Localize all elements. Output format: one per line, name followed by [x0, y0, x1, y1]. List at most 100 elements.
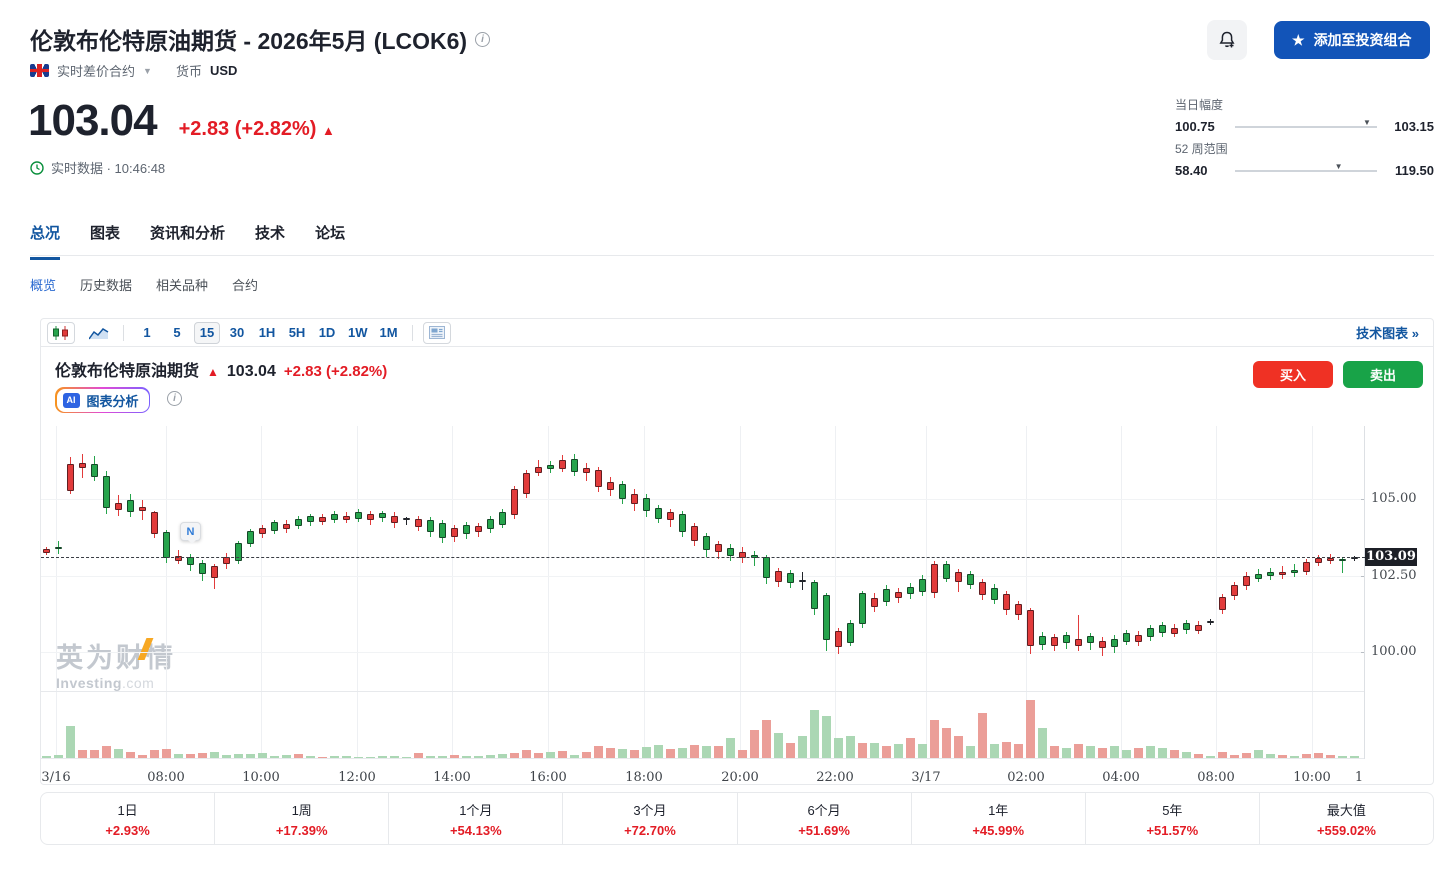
performance-cell-1周[interactable]: 1周 +17.39%	[214, 793, 388, 844]
ai-info-icon[interactable]: i	[167, 391, 182, 406]
candle-body	[1243, 575, 1250, 586]
volume-bar	[1122, 750, 1131, 758]
candle-body	[1027, 610, 1034, 647]
volume-bar	[546, 752, 555, 758]
volume-bar	[1086, 746, 1095, 758]
subtab-历史数据[interactable]: 历史数据	[80, 278, 133, 293]
performance-cell-最大值[interactable]: 最大值 +559.02%	[1258, 793, 1433, 844]
vertical-gridline	[740, 426, 741, 759]
volume-bar	[1074, 744, 1083, 758]
performance-cell-6个月[interactable]: 6个月 +51.69%	[736, 793, 911, 844]
sell-button[interactable]: 卖出	[1343, 361, 1423, 388]
volume-bar	[498, 754, 507, 758]
vertical-gridline	[644, 426, 645, 759]
daily-range-low: 100.75	[1175, 119, 1215, 134]
candlestick-chart-type-button[interactable]	[47, 321, 75, 344]
tab-资讯和分析[interactable]: 资讯和分析	[150, 225, 226, 242]
tab-论坛[interactable]: 论坛	[315, 225, 346, 242]
create-alert-button[interactable]	[1207, 20, 1247, 60]
x-axis-label: 3/16	[41, 770, 71, 785]
timeframe-1H[interactable]: 1H	[258, 325, 276, 340]
candle-body	[67, 463, 74, 492]
x-axis-label: 02:00	[1007, 770, 1045, 785]
performance-cell-1日[interactable]: 1日 +2.93%	[41, 793, 214, 844]
performance-strip: 1日 +2.93% 1周 +17.39% 1个月 +54.13% 3个月 +72.70% 6个月…	[40, 792, 1434, 845]
timeframe-5[interactable]: 5	[173, 325, 181, 340]
x-axis-label: 20:00	[721, 770, 759, 785]
vertical-gridline	[548, 426, 549, 759]
timeframe-1M[interactable]: 1M	[379, 325, 398, 340]
volume-bar	[726, 738, 735, 758]
volume-bar	[1350, 756, 1359, 758]
volume-bar	[534, 753, 543, 758]
tab-总况[interactable]: 总况	[30, 222, 61, 260]
timeframe-30[interactable]: 30	[229, 325, 245, 340]
volume-bar	[918, 744, 927, 758]
ai-chart-analysis-button[interactable]: AI 图表分析	[55, 387, 151, 413]
candle-body	[955, 571, 962, 582]
candle-body	[139, 506, 146, 511]
performance-cell-3个月[interactable]: 3个月 +72.70%	[562, 793, 736, 844]
x-axis-label: 18:00	[625, 770, 663, 785]
volume-bar	[1098, 748, 1107, 758]
volume-bar	[1182, 752, 1191, 758]
timeframe-15[interactable]: 15	[194, 321, 220, 344]
candle-body	[1267, 571, 1274, 577]
tab-图表[interactable]: 图表	[90, 225, 121, 242]
timeframe-5H[interactable]: 5H	[288, 325, 306, 340]
candle-body	[463, 524, 470, 534]
volume-bar	[258, 753, 267, 758]
candle-body	[379, 513, 386, 518]
star-icon: ★	[1292, 31, 1305, 48]
volume-bar	[666, 749, 675, 758]
subtab-概览[interactable]: 概览	[30, 278, 57, 293]
news-marker-badge[interactable]: N	[180, 522, 201, 544]
volume-bar	[522, 750, 531, 758]
subtab-合约[interactable]: 合约	[232, 278, 259, 293]
candle-body	[943, 564, 950, 579]
timeframe-1D[interactable]: 1D	[318, 325, 336, 340]
chevron-down-icon[interactable]: ▼	[143, 65, 152, 76]
volume-bar	[282, 755, 291, 758]
volume-bar	[930, 720, 939, 758]
horizontal-gridline	[41, 652, 1364, 653]
volume-bar	[834, 738, 843, 758]
volume-bar	[858, 743, 867, 758]
news-events-button[interactable]	[422, 321, 451, 344]
timeframe-1[interactable]: 1	[143, 325, 151, 340]
add-to-portfolio-button[interactable]: ★ 添加至投资组合	[1274, 21, 1430, 59]
candle-body	[427, 520, 434, 533]
area-chart-type-button[interactable]	[85, 322, 113, 344]
volume-bar	[438, 756, 447, 758]
candle-body	[91, 463, 98, 477]
ai-badge-icon: AI	[62, 392, 80, 408]
daily-range: 当日幅度 100.75 ▼ 103.15	[1175, 96, 1434, 134]
candle-body	[619, 483, 626, 499]
candle-body	[43, 548, 50, 554]
candle-body	[1087, 636, 1094, 644]
candlestick-chart[interactable]: 英为财情 Investing.com N 105.00 102.50 100.00 1…	[41, 426, 1433, 785]
candle-wick	[1342, 556, 1343, 574]
technical-chart-link[interactable]: 技术图表 »	[1356, 326, 1419, 341]
subtab-相关品种[interactable]: 相关品种	[156, 278, 209, 293]
title-info-icon[interactable]: i	[475, 31, 491, 47]
volume-bar	[510, 753, 519, 758]
instrument-type-label[interactable]: 实时差价合约	[57, 64, 136, 79]
volume-bar	[42, 756, 51, 758]
main-tabs: 总况 图表 资讯和分析 技术 论坛	[30, 222, 345, 260]
performance-cell-1个月[interactable]: 1个月 +54.13%	[388, 793, 562, 844]
candle-wick	[754, 551, 755, 567]
candle-body	[55, 546, 62, 550]
volume-bar	[222, 755, 231, 758]
candle-body	[1291, 569, 1298, 574]
x-axis-label: 12:00	[338, 770, 376, 785]
buy-button[interactable]: 买入	[1253, 361, 1333, 388]
daily-range-marker: ▼	[1363, 117, 1371, 127]
volume-bar	[1146, 746, 1155, 758]
timeframe-1W[interactable]: 1W	[348, 325, 368, 340]
tab-技术[interactable]: 技术	[255, 225, 286, 242]
toolbar-divider	[123, 324, 124, 341]
volume-bar	[786, 743, 795, 758]
performance-cell-1年[interactable]: 1年 +45.99%	[910, 793, 1085, 844]
performance-cell-5年[interactable]: 5年 +51.57%	[1084, 793, 1259, 844]
